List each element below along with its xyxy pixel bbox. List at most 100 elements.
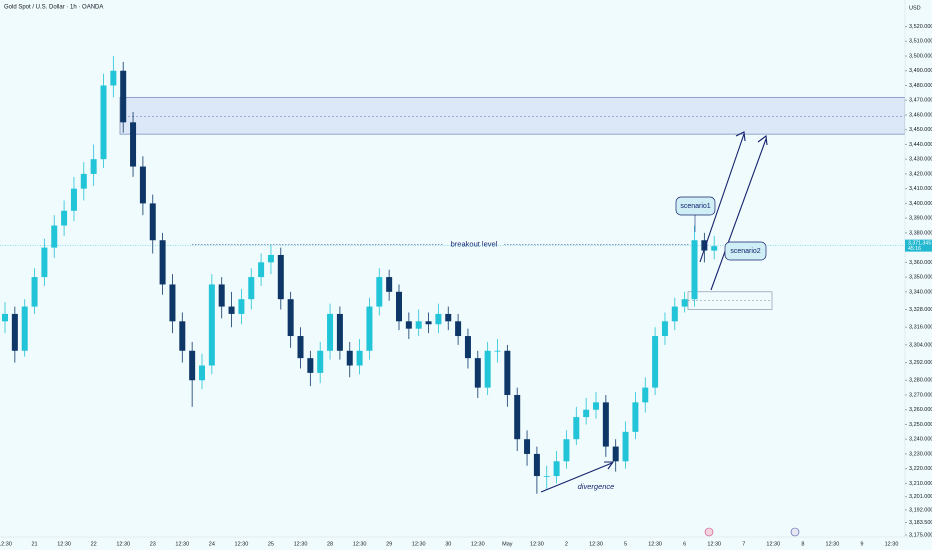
candle-body: [31, 277, 38, 307]
candle-body: [563, 439, 570, 462]
candle-body: [366, 306, 373, 351]
x-tick-label: 12:30: [235, 541, 249, 547]
x-tick-label: 5: [624, 541, 627, 547]
zone: [119, 96, 906, 135]
candle-body: [248, 277, 255, 300]
candle-body: [386, 277, 393, 292]
candle-body: [189, 350, 196, 381]
callout-box: [724, 241, 767, 261]
y-tick-label: 3,420.000: [909, 171, 932, 177]
candle-body: [711, 246, 718, 251]
y-tick-label: 3,220.000: [909, 466, 932, 472]
callout-box: [675, 196, 716, 216]
candle-body: [169, 284, 176, 322]
x-tick-label: 9: [860, 541, 863, 547]
candle-body: [2, 313, 8, 322]
candle-body: [110, 70, 117, 86]
y-tick-label: 3,390.000: [909, 216, 932, 222]
axes: 3,520.000 3,510.000 3,500.000 3,490.000 3,48…: [0, 24, 932, 547]
y-tick-label: 3,430.000: [909, 157, 932, 163]
candle-body: [504, 350, 511, 395]
x-tick-label: 2: [565, 541, 568, 547]
y-tick-label: 3,316.000: [909, 325, 932, 331]
candle-body: [41, 247, 48, 278]
candle-body: [701, 240, 708, 251]
countdown: 45:16: [908, 246, 921, 252]
candle-body: [356, 350, 363, 366]
candle-body: [179, 321, 186, 351]
y-tick-label: 3,292.000: [909, 360, 932, 366]
breakout-label: breakout level: [451, 240, 498, 249]
divergence-label: divergence: [578, 482, 615, 491]
x-tick-label: 12:30: [294, 541, 308, 547]
plot-area: breakout level: [0, 56, 906, 494]
y-tick-label: 3,260.000: [909, 407, 932, 413]
y-tick-label: 3,175.000: [909, 532, 932, 538]
candle-body: [327, 313, 334, 351]
x-tick-label: 12:30: [766, 541, 780, 547]
x-tick-label: 12:30: [0, 541, 12, 547]
candle-body: [494, 350, 501, 352]
candle-body: [415, 321, 422, 329]
candle-body: [277, 254, 284, 300]
candle-body: [267, 254, 274, 263]
candle-body: [524, 439, 531, 454]
x-tick-label: 12:30: [353, 541, 367, 547]
event-icon[interactable]: [790, 527, 800, 537]
scenario1-label: scenario1: [680, 203, 710, 210]
arrow-divergence: [540, 462, 613, 493]
candle-body: [405, 321, 412, 329]
x-tick-label: 29: [386, 541, 392, 547]
x-tick-label: 21: [31, 541, 37, 547]
x-tick-label: 12:30: [116, 541, 130, 547]
x-tick-label: 12:30: [530, 541, 544, 547]
y-tick-label: 3,470.000: [909, 98, 932, 104]
y-tick-label: 3,410.000: [909, 186, 932, 192]
y-tick-label: 3,210.000: [909, 481, 932, 487]
y-tick-label: 3,280.000: [909, 378, 932, 384]
candle-body: [199, 365, 205, 381]
candle-body: [671, 306, 678, 322]
y-tick-label: 3,240.000: [909, 437, 932, 443]
x-tick-label: 12:30: [885, 541, 899, 547]
candle-body: [543, 476, 550, 477]
x-tick-label: 28: [327, 541, 333, 547]
x-tick-label: 24: [209, 541, 215, 547]
candle-body: [70, 188, 77, 211]
x-tick-label: 12:30: [175, 541, 189, 547]
label-bg: [444, 239, 504, 250]
x-tick-label: 22: [91, 541, 97, 547]
candle-body: [632, 402, 639, 432]
y-tick-label: 3,183.500: [909, 520, 932, 526]
candle-body: [691, 240, 698, 300]
x-tick-label: 25: [268, 541, 274, 547]
candle-body: [474, 358, 481, 388]
candle-body: [228, 306, 235, 314]
candle-body: [238, 299, 245, 314]
y-tick-label: 3,350.000: [909, 275, 932, 281]
candle-body: [435, 313, 442, 325]
callouts: scenario1 scenario2 divergence: [578, 196, 767, 491]
x-tick-label: 23: [150, 541, 156, 547]
scenario2-label: scenario2: [730, 248, 760, 255]
x-tick-label: 12:30: [57, 541, 71, 547]
candle-body: [573, 417, 580, 440]
event-icon[interactable]: [704, 527, 714, 537]
arrow-head: [735, 131, 746, 142]
arrow-head: [757, 134, 768, 146]
y-tick-label: 3,380.000: [909, 230, 932, 236]
price-axis: [905, 0, 932, 550]
candle-body: [90, 159, 97, 174]
candle-body: [61, 210, 68, 226]
y-tick-label: 3,480.000: [909, 83, 932, 89]
candle-body: [51, 225, 58, 248]
price-tag: [905, 239, 932, 252]
y-tick-label: 3,450.000: [909, 127, 932, 133]
x-tick-label: 12:30: [826, 541, 840, 547]
candle-body: [80, 173, 87, 189]
x-tick-label: 12:30: [589, 541, 603, 547]
candle-body: [307, 358, 314, 373]
candle-body: [612, 446, 619, 462]
y-tick-label: 3,340.000: [909, 289, 932, 295]
